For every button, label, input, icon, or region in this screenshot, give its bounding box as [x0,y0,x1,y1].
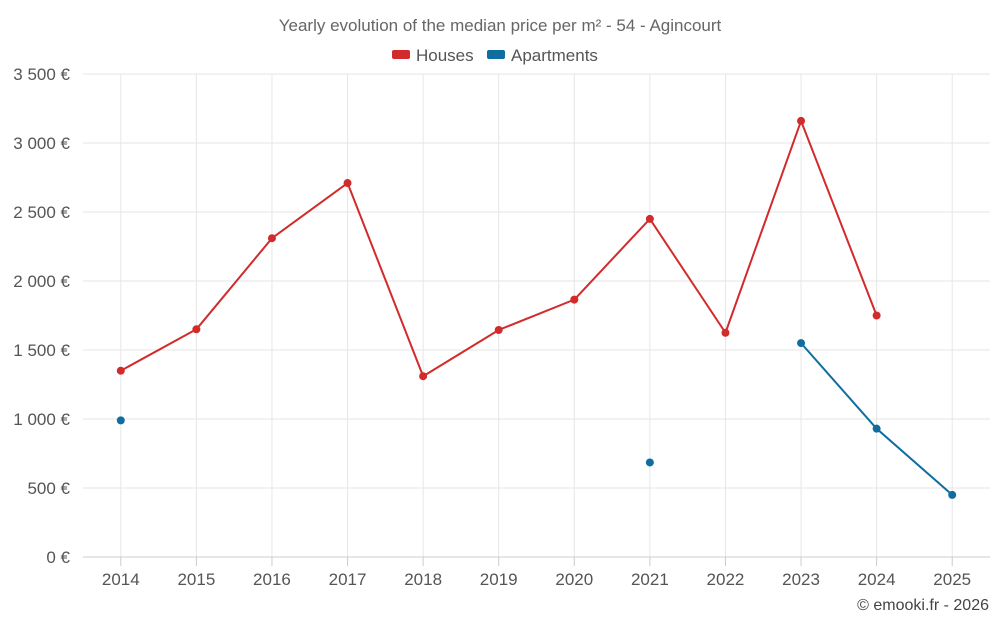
x-axis: 2014 2015 2016 2017 2018 2019 2020 2021 2022 2023… [102,557,971,589]
legend-swatch [487,50,505,59]
apartments-point[interactable] [948,490,957,499]
series-houses [116,116,881,381]
houses-point[interactable] [645,214,654,223]
houses-point[interactable] [872,311,881,320]
houses-point[interactable] [570,295,579,304]
chart-title: Yearly evolution of the median price per… [279,16,722,35]
legend-label: Apartments [511,46,598,65]
houses-point[interactable] [267,234,276,243]
series-layer [116,116,957,499]
houses-point[interactable] [419,372,428,381]
houses-point[interactable] [494,325,503,334]
y-tick-label: 3 500 € [13,65,70,84]
y-axis: 0 € 500 € 1 000 € 1 500 € 2 000 € 2 500 € 3 00… [13,65,70,567]
legend-swatch [392,50,410,59]
y-tick-label: 2 500 € [13,203,70,222]
y-tick-label: 2 000 € [13,272,70,291]
legend-item-houses[interactable]: Houses [392,46,474,65]
houses-point[interactable] [116,366,125,375]
apartments-point[interactable] [645,458,654,467]
y-tick-label: 0 € [46,548,70,567]
x-tick-label: 2021 [631,570,669,589]
x-tick-label: 2016 [253,570,291,589]
houses-point[interactable] [192,325,201,334]
x-tick-label: 2023 [782,570,820,589]
x-tick-label: 2019 [480,570,518,589]
x-tick-label: 2022 [707,570,745,589]
series-apartments [116,339,957,499]
x-tick-label: 2014 [102,570,140,589]
x-tick-label: 2025 [933,570,971,589]
y-tick-label: 1 500 € [13,341,70,360]
apartments-point[interactable] [797,339,806,348]
x-tick-label: 2017 [329,570,367,589]
y-tick-label: 3 000 € [13,134,70,153]
credit: © emooki.fr - 2026 [857,597,989,614]
legend[interactable]: Houses Apartments [392,46,598,65]
x-tick-label: 2018 [404,570,442,589]
apartments-point[interactable] [116,416,125,425]
x-tick-label: 2015 [177,570,215,589]
houses-point[interactable] [721,328,730,337]
grid [83,73,990,558]
houses-point[interactable] [343,179,352,188]
y-tick-label: 500 € [27,479,70,498]
legend-label: Houses [416,46,474,65]
x-tick-label: 2020 [555,570,593,589]
apartments-point[interactable] [872,424,881,433]
houses-point[interactable] [797,116,806,125]
y-tick-label: 1 000 € [13,410,70,429]
legend-item-apartments[interactable]: Apartments [487,46,598,65]
x-tick-label: 2024 [858,570,896,589]
